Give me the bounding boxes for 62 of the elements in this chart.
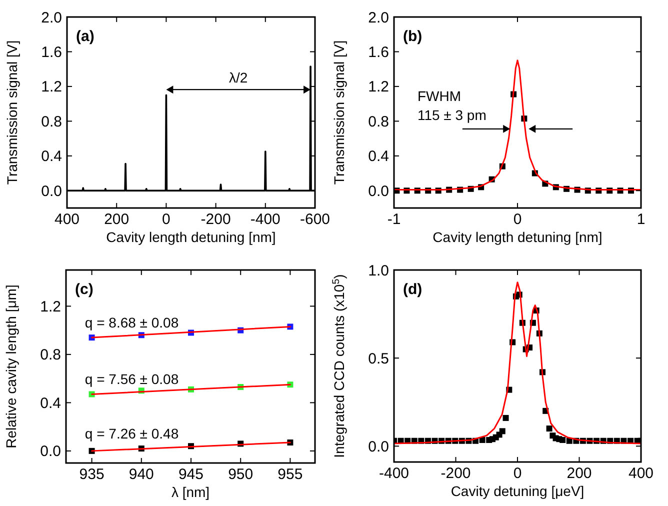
x-tick-label: -200 <box>200 211 231 228</box>
x-tick-label: 0 <box>513 465 522 482</box>
x-tick-label: 950 <box>228 466 254 483</box>
y-tick-label: 2.0 <box>41 9 62 26</box>
x-axis-title: Cavity length detuning [nm] <box>106 229 276 245</box>
x-tick-label: 935 <box>79 466 104 483</box>
y-axis-title: Relative cavity length [μm] <box>3 284 19 448</box>
y-tick-label: 1.6 <box>41 44 62 61</box>
x-tick-label: 400 <box>54 211 80 228</box>
point <box>566 438 572 444</box>
y-tick-label: 0.8 <box>41 113 62 130</box>
point <box>499 428 506 434</box>
x-tick-label: -1 <box>387 211 401 228</box>
x-axis-title: Cavity detuning [μeV] <box>450 483 584 499</box>
annotation: 115 ± 3 pm <box>417 107 486 124</box>
text: (a) <box>76 28 94 45</box>
text: (c) <box>75 281 94 298</box>
y-tick-label: 0.4 <box>368 148 389 166</box>
x-tick-label: 200 <box>104 211 130 228</box>
y-tick-label: 0.4 <box>40 394 61 412</box>
y-tick-label: 1.2 <box>41 78 62 96</box>
y-tick-label: 0.0 <box>40 443 61 460</box>
y-tick-label: 0.8 <box>40 346 61 364</box>
y-tick-label: 0.0 <box>368 182 389 200</box>
point <box>502 414 509 421</box>
y-tick-label: 1.0 <box>368 262 389 280</box>
y-tick-label: 0.5 <box>368 350 389 368</box>
text: (b) <box>403 28 422 45</box>
point <box>546 426 552 432</box>
line-series <box>394 282 641 444</box>
y-tick-label: 0.8 <box>368 113 389 130</box>
x-tick-label: 955 <box>278 466 303 483</box>
y-tick-label: 2.0 <box>368 9 389 26</box>
y-tick-label: 1.2 <box>368 78 389 96</box>
point <box>479 436 486 443</box>
text: (d) <box>403 281 422 298</box>
y-tick-label: 0.0 <box>368 438 389 456</box>
annotation: FWHM <box>417 88 462 104</box>
x-tick-label: 0 <box>513 211 522 228</box>
x-axis-title: Cavity length detuning [nm] <box>432 229 602 245</box>
x-tick-label: 1 <box>636 211 646 228</box>
annotation: λ/2 <box>229 70 248 86</box>
x-tick-label: 200 <box>566 465 592 482</box>
y-tick-label: 1.6 <box>368 44 389 61</box>
x-tick-label: -400 <box>250 211 280 228</box>
y-tick-label: 0.4 <box>41 148 62 166</box>
y-tick-label: 0.0 <box>41 182 62 200</box>
x-axis-title: λ [nm] <box>171 484 210 500</box>
x-tick-label: 0 <box>162 211 170 228</box>
point <box>560 436 566 443</box>
annotation: q = 7.56 ± 0.08 <box>84 370 179 387</box>
y-axis-title: Transmission signal [V] <box>4 40 20 185</box>
x-tick-label: 940 <box>128 466 154 483</box>
x-tick-label: -400 <box>378 465 410 482</box>
y-tick-label: 1.2 <box>40 298 61 316</box>
x-tick-label: 400 <box>628 465 654 482</box>
annotation: q = 7.26 ± 0.48 <box>84 425 179 442</box>
x-tick-label: 945 <box>178 466 204 483</box>
annotation: q = 8.68 ± 0.08 <box>84 314 179 330</box>
y-axis-title: Transmission signal [V] <box>331 40 347 185</box>
x-tick-label: -200 <box>440 465 471 482</box>
x-tick-label: -600 <box>300 211 330 228</box>
